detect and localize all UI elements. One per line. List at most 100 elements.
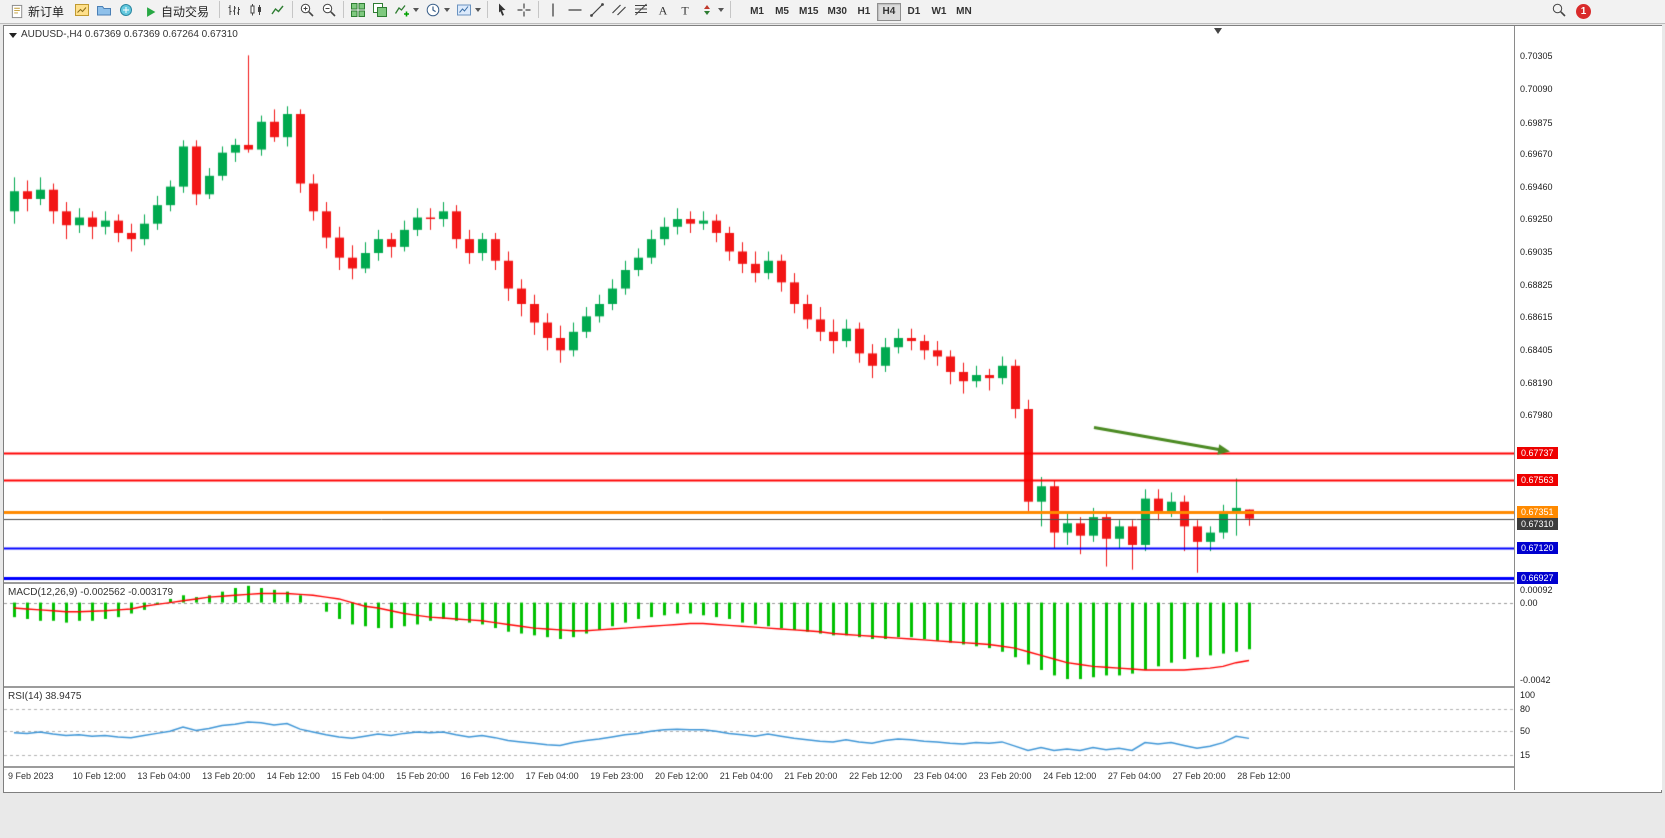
dropdown-caret-icon [718, 8, 725, 12]
price-axis[interactable]: 0.70305 0.70090 0.69875 0.69670 0.69460 0.692… [1514, 26, 1662, 790]
time-axis-label: 17 Feb 04:00 [525, 771, 579, 781]
time-axis-label: 15 Feb 04:00 [331, 771, 385, 781]
timeframe-button-m30[interactable]: M30 [823, 3, 850, 21]
play-icon [144, 5, 158, 19]
ohlc-values: 0.67369 0.67369 0.67264 0.67310 [84, 29, 238, 40]
time-axis-label: 27 Feb 20:00 [1172, 771, 1226, 781]
time-axis-label: 16 Feb 12:00 [460, 771, 514, 781]
timeframe-button-h1[interactable]: H1 [852, 3, 876, 21]
notification-badge[interactable]: 1 [1576, 4, 1591, 19]
rsi-axis-label: 50 [1520, 725, 1531, 736]
equidistant-channel-icon[interactable] [608, 0, 630, 20]
timeframe-button-m1[interactable]: M1 [745, 3, 769, 21]
price-axis-label: 0.70305 [1520, 51, 1553, 62]
price-axis-label: 0.68405 [1520, 344, 1553, 355]
toolbar-separator [219, 1, 221, 18]
toolbar-right: 1 [1548, 0, 1661, 23]
vertical-line-icon[interactable] [542, 0, 564, 20]
price-axis-label: 0.69460 [1520, 181, 1553, 192]
main-price-pane: AUDUSD-,H4 0.67369 0.67369 0.67264 0.673… [4, 26, 1514, 582]
rsi-canvas[interactable] [4, 688, 1514, 766]
indicators-icon[interactable] [391, 0, 422, 20]
rsi-axis-label: 80 [1520, 704, 1531, 715]
price-axis-label: 0.70090 [1520, 84, 1553, 95]
horizontal-line-icon[interactable] [564, 0, 586, 20]
auto-arrange-icon[interactable] [369, 0, 391, 20]
timeframe-button-m5[interactable]: M5 [770, 3, 794, 21]
line-chart-icon[interactable] [267, 0, 289, 20]
time-axis-label: 27 Feb 04:00 [1107, 771, 1161, 781]
time-axis-label: 10 Feb 12:00 [72, 771, 126, 781]
zoom-out-icon[interactable] [318, 0, 340, 20]
dropdown-caret-icon [413, 8, 420, 12]
time-axis-label: 21 Feb 20:00 [784, 771, 838, 781]
new-chart-icon[interactable] [71, 0, 93, 20]
auto-trading-button[interactable]: 自动交易 [138, 2, 215, 22]
time-axis-label: 23 Feb 04:00 [913, 771, 967, 781]
bar-chart-icon[interactable] [223, 0, 245, 20]
fibonacci-icon[interactable] [630, 0, 652, 20]
rsi-label: RSI(14) 38.9475 [8, 691, 82, 702]
macd-max-label: 0.00092 [1520, 585, 1553, 595]
time-axis-label: 21 Feb 04:00 [719, 771, 773, 781]
periods-icon[interactable] [422, 0, 453, 20]
plot-column: AUDUSD-,H4 0.67369 0.67369 0.67264 0.673… [4, 26, 1514, 790]
chart-title: AUDUSD-,H4 0.67369 0.67369 0.67264 0.673… [21, 29, 238, 40]
new-order-button[interactable]: 新订单 [4, 2, 70, 22]
price-tag: 0.67120 [1517, 542, 1558, 555]
price-tag: 0.67310 [1517, 518, 1558, 531]
macd-label: MACD(12,26,9) -0.002562 -0.003179 [8, 587, 174, 598]
time-axis-label: 23 Feb 20:00 [978, 771, 1032, 781]
crosshair-icon[interactable] [513, 0, 535, 20]
arrows-icon[interactable] [696, 0, 727, 20]
zoom-in-icon[interactable] [296, 0, 318, 20]
cursor-icon[interactable] [491, 0, 513, 20]
label-icon[interactable]: T [674, 0, 696, 20]
chart-window: AUDUSD-,H4 0.67369 0.67369 0.67264 0.673… [3, 25, 1662, 793]
candlestick-chart-icon[interactable] [245, 0, 267, 20]
new-order-icon [10, 4, 25, 19]
time-axis[interactable]: 9 Feb 2023 10 Feb 12:00 13 Feb 04:00 13 Feb… [4, 768, 1661, 790]
time-axis-label: 9 Feb 2023 [8, 771, 54, 781]
time-axis-label: 28 Feb 12:00 [1237, 771, 1291, 781]
timeframe-button-d1[interactable]: D1 [902, 3, 926, 21]
price-tag: 0.67351 [1517, 506, 1558, 519]
one-click-trading-icon[interactable] [9, 33, 17, 38]
toolbar-separator [730, 1, 732, 18]
time-axis-label: 24 Feb 12:00 [1043, 771, 1097, 781]
search-icon[interactable] [1548, 0, 1570, 20]
text-icon[interactable]: A [652, 0, 674, 20]
new-order-label: 新订单 [28, 5, 65, 19]
price-axis-label: 0.68615 [1520, 312, 1553, 323]
trendline-icon[interactable] [586, 0, 608, 20]
price-axis-label: 0.69035 [1520, 247, 1553, 258]
timeframe-button-w1[interactable]: W1 [927, 3, 951, 21]
toolbar-separator [538, 1, 540, 18]
profiles-icon[interactable] [93, 0, 115, 20]
price-tag: 0.67563 [1517, 473, 1558, 486]
timeframe-button-m15[interactable]: M15 [795, 3, 822, 21]
svg-text:T: T [681, 4, 689, 18]
price-axis-label: 0.68825 [1520, 279, 1553, 290]
tile-windows-icon[interactable] [347, 0, 369, 20]
timeframe-button-h4[interactable]: H4 [876, 2, 901, 21]
chart-shift-marker[interactable] [1214, 28, 1222, 34]
toolbar-separator [343, 1, 345, 18]
rsi-axis-label: 15 [1520, 750, 1531, 761]
price-axis-label: 0.69670 [1520, 149, 1553, 160]
data-window-icon[interactable] [115, 0, 137, 20]
time-axis-label: 13 Feb 04:00 [137, 771, 191, 781]
toolbar-separator [292, 1, 294, 18]
templates-icon[interactable] [453, 0, 484, 20]
time-axis-label: 15 Feb 20:00 [396, 771, 450, 781]
toolbar-separator [487, 1, 489, 18]
macd-canvas[interactable] [4, 584, 1514, 686]
price-axis-label: 0.69875 [1520, 117, 1553, 128]
macd-pane: MACD(12,26,9) -0.002562 -0.003179 [4, 584, 1514, 686]
macd-min-label: -0.0042 [1520, 675, 1551, 685]
timeframe-button-mn[interactable]: MN [952, 3, 976, 21]
price-tag: 0.67737 [1517, 446, 1558, 459]
main-chart-canvas[interactable] [4, 26, 1514, 582]
time-axis-label: 22 Feb 12:00 [849, 771, 903, 781]
